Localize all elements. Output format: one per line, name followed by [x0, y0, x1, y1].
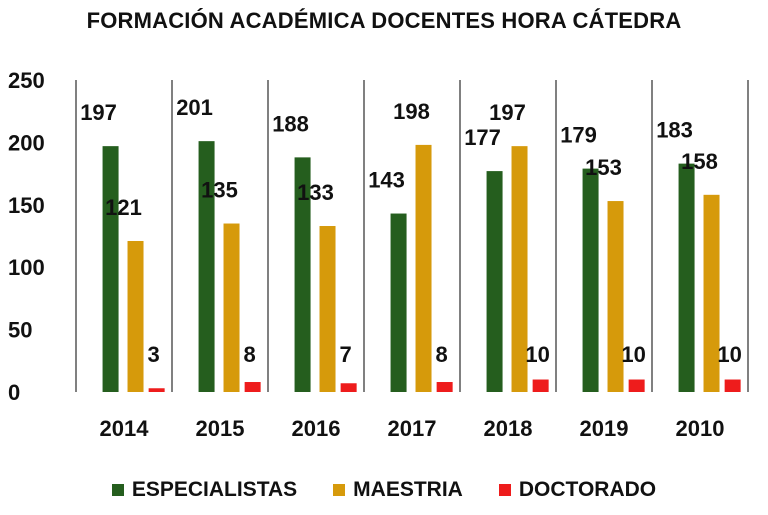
x-tick-label: 2018 — [484, 416, 533, 441]
y-tick-label: 100 — [8, 255, 45, 280]
data-label: 188 — [272, 111, 309, 136]
data-label: 197 — [80, 100, 117, 125]
x-tick-label: 2015 — [196, 416, 245, 441]
data-label: 153 — [585, 155, 622, 180]
bar — [486, 171, 503, 392]
bar — [244, 382, 261, 392]
bar — [340, 383, 357, 392]
legend-label: MAESTRIA — [353, 478, 463, 501]
data-label: 177 — [464, 125, 501, 150]
bar — [532, 379, 549, 392]
x-tick-label: 2010 — [676, 416, 725, 441]
data-label: 158 — [681, 149, 718, 174]
bar — [148, 388, 165, 392]
data-label: 133 — [297, 180, 334, 205]
y-tick-label: 0 — [8, 380, 20, 405]
bar — [294, 157, 311, 392]
data-label: 8 — [244, 342, 256, 367]
legend-item-maestria: MAESTRIA — [333, 478, 463, 502]
chart-title: FORMACIÓN ACADÉMICA DOCENTES HORA CÁTEDR… — [86, 8, 682, 33]
data-label: 10 — [525, 342, 549, 367]
bar — [703, 194, 720, 392]
y-tick-label: 250 — [8, 68, 45, 93]
bar-chart: 0 50 100 150 200 250 197 121 3 2014 201 135 8 2015 188… — [8, 68, 749, 441]
x-tick-label: 2014 — [100, 416, 150, 441]
data-label: 197 — [489, 100, 526, 125]
legend-label: ESPECIALISTAS — [131, 478, 298, 501]
x-tick-label: 2016 — [292, 416, 341, 441]
bar — [678, 163, 695, 392]
y-tick-label: 50 — [8, 318, 32, 343]
bar — [607, 201, 624, 392]
bar — [415, 144, 432, 392]
data-label: 8 — [436, 342, 448, 367]
data-label: 121 — [105, 195, 142, 220]
data-label: 10 — [717, 342, 741, 367]
bar — [436, 382, 453, 392]
bar — [198, 141, 215, 392]
data-label: 183 — [656, 118, 693, 143]
bar — [724, 379, 741, 392]
data-label: 7 — [340, 342, 352, 367]
x-tick-label: 2019 — [580, 416, 629, 441]
bar — [127, 240, 144, 392]
data-label: 198 — [393, 99, 430, 124]
data-label: 179 — [560, 123, 597, 148]
legend-swatch-especialistas — [111, 484, 124, 496]
legend-swatch-maestria — [333, 484, 346, 496]
data-label: 10 — [621, 342, 645, 367]
data-label: 143 — [368, 168, 405, 193]
legend: ESPECIALISTAS MAESTRIA DOCTORADO — [0, 478, 768, 502]
data-label: 135 — [201, 178, 238, 203]
bar — [582, 168, 599, 392]
legend-swatch-doctorado — [498, 484, 511, 496]
bar — [102, 146, 119, 392]
bar — [390, 213, 407, 392]
legend-item-especialistas: ESPECIALISTAS — [111, 478, 298, 502]
bar — [319, 226, 336, 392]
data-label: 3 — [148, 342, 160, 367]
bar — [628, 379, 645, 392]
x-tick-label: 2017 — [388, 416, 437, 441]
bar — [223, 223, 240, 392]
data-label: 201 — [176, 95, 213, 120]
legend-item-doctorado: DOCTORADO — [498, 478, 657, 502]
y-tick-label: 200 — [8, 130, 45, 155]
bar — [511, 146, 528, 392]
legend-label: DOCTORADO — [518, 478, 657, 501]
y-tick-label: 150 — [8, 193, 45, 218]
